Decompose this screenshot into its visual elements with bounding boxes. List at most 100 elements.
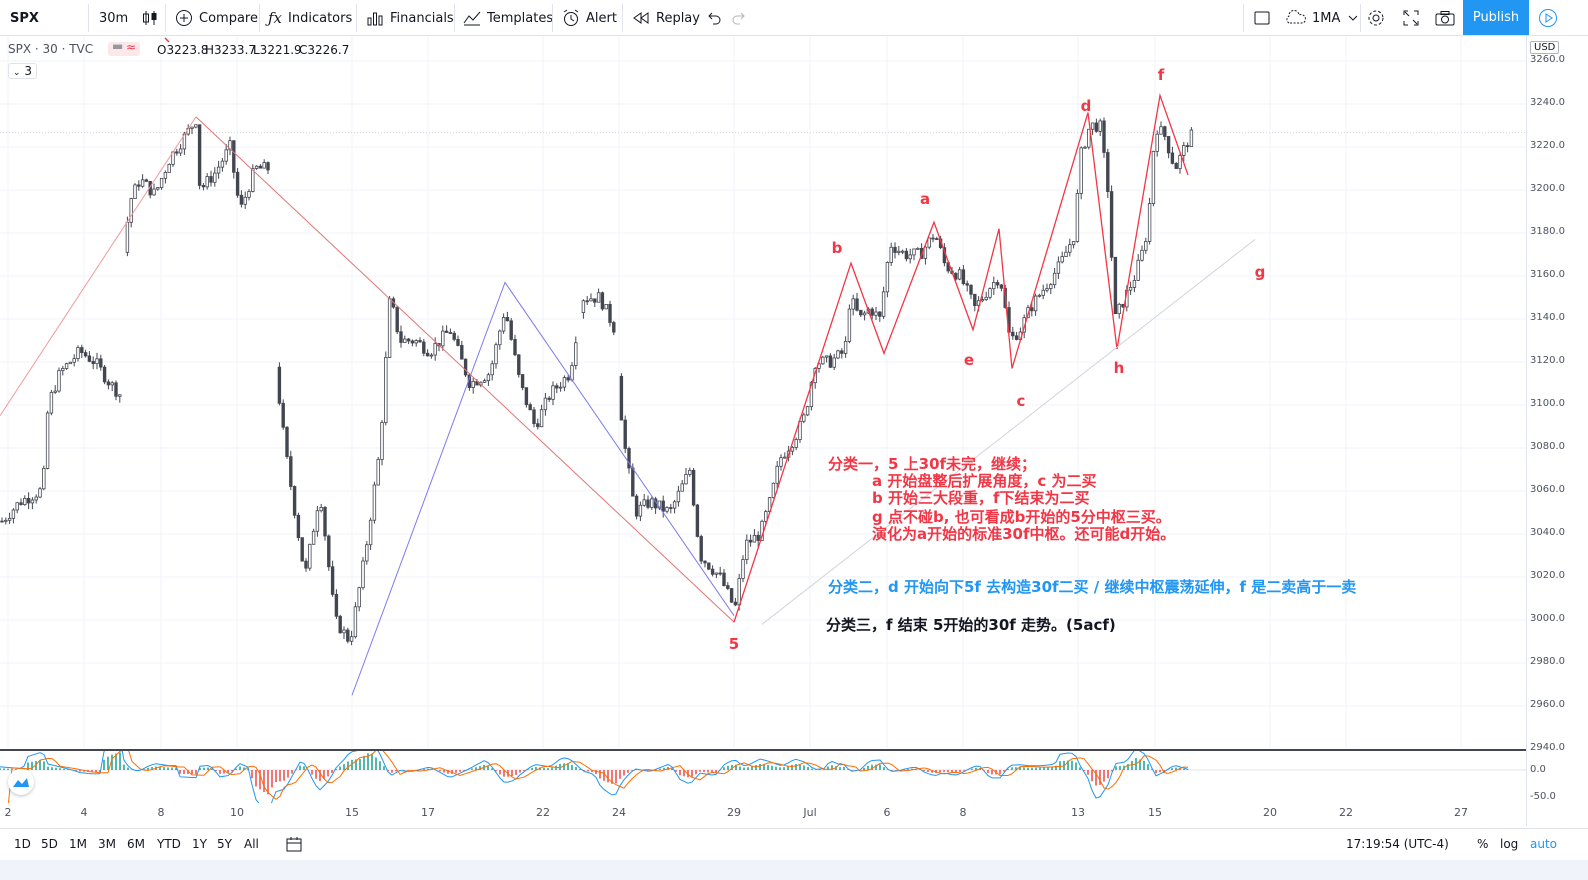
- fast-replay-button[interactable]: [1533, 0, 1563, 35]
- candle-body-down: [114, 382, 118, 397]
- annotation-class1-line4[interactable]: g 点不碰b, 也可看成b开始的5分中枢三买。: [872, 508, 1171, 526]
- annotation-class3[interactable]: 分类三，f 结束 5开始的30f 走势。(5acf): [826, 616, 1116, 634]
- currency-label[interactable]: USD: [1530, 41, 1560, 54]
- candle-body-down: [513, 338, 517, 356]
- replay-button[interactable]: Replay: [632, 0, 700, 36]
- candle-body-down: [566, 377, 570, 381]
- candle-body-down: [593, 298, 597, 303]
- range-button-1m[interactable]: 1M: [69, 837, 87, 851]
- annotation-class1-line5[interactable]: 演化为a开始的标准30f中枢。还可能d开始。: [872, 525, 1176, 543]
- red-wave-lines: [733, 92, 1189, 623]
- clock[interactable]: 17:19:54 (UTC-4): [1346, 837, 1449, 851]
- compare-button[interactable]: Compare: [175, 0, 258, 36]
- candle-body-down: [102, 366, 107, 383]
- market-status-badge: ▬ ≈: [108, 39, 140, 56]
- layout-name-button[interactable]: 1MA: [1284, 0, 1358, 36]
- auto-toggle[interactable]: auto: [1530, 837, 1558, 851]
- candle-body-up: [1083, 146, 1087, 149]
- select-layout-button[interactable]: [1253, 0, 1271, 36]
- wave-label-d: d: [1080, 97, 1092, 115]
- redo-button[interactable]: [731, 0, 747, 36]
- candle-body-up: [1155, 133, 1159, 152]
- candle-body-down: [239, 194, 244, 205]
- price-tick-label: 3100.0: [1530, 398, 1565, 409]
- candle-body-up: [843, 341, 848, 354]
- range-button-1y[interactable]: 1Y: [192, 837, 207, 851]
- candle-body-down: [505, 317, 510, 322]
- symbol-search[interactable]: SPX: [10, 10, 39, 26]
- price-scale[interactable]: USD 3260.0 3240.0 3220.0 3200.0 3180.0 3160.0…: [1526, 36, 1588, 826]
- candle-body-down: [878, 311, 882, 317]
- candle-body-up: [471, 380, 475, 389]
- chart-style-button[interactable]: [142, 0, 158, 36]
- candle-body-down: [703, 560, 707, 564]
- financials-button[interactable]: Financials: [366, 0, 454, 36]
- blue-wave-lines: [351, 281, 735, 696]
- range-button-1d[interactable]: 1D: [14, 837, 31, 851]
- candle-body-up: [1041, 289, 1045, 296]
- candle-body-up: [156, 187, 160, 190]
- candle-body-up: [384, 357, 388, 423]
- interval-selector[interactable]: 30m: [99, 10, 129, 26]
- time-scale[interactable]: 2 4 8 10 15 17 22 24 29 Jul 6 8 13 15 20 22 27: [0, 800, 1526, 828]
- candle-body-up: [1136, 259, 1140, 281]
- snapshot-button[interactable]: [1435, 0, 1455, 36]
- tradingview-logo[interactable]: [8, 769, 34, 795]
- candle-body-up: [1117, 303, 1121, 315]
- main-chart-pane[interactable]: SPX · 30 · TVC ▬ ≈ O3223.8 H3233.7 L3221…: [0, 36, 1526, 750]
- candle-body-up: [498, 330, 502, 346]
- candle-body-down: [904, 250, 909, 260]
- candle-body-up: [672, 501, 677, 509]
- wave-label-g: g: [1254, 263, 1266, 281]
- series-title[interactable]: SPX · 30 · TVC: [8, 42, 94, 56]
- candle-body-up: [349, 636, 354, 642]
- annotation-class1-line3[interactable]: b 开始三大段重，f下结束为二买: [872, 489, 1090, 507]
- trend-line-up-left: [0, 116, 197, 417]
- candle-body-up: [30, 499, 35, 504]
- candle-body-up: [874, 311, 878, 316]
- annotation-class1-line2[interactable]: a 开始盘整后扩展角度，c 为二买: [872, 472, 1097, 490]
- candle-body-down: [460, 345, 464, 360]
- percent-toggle[interactable]: %: [1477, 837, 1489, 851]
- range-button-all[interactable]: All: [244, 837, 259, 851]
- wave-label-c: c: [1016, 392, 1026, 410]
- candle-body-up: [551, 385, 555, 400]
- candle-body-down: [893, 246, 897, 253]
- candle-body-up: [1098, 120, 1102, 132]
- candle-body-down: [232, 140, 236, 173]
- range-button-3m[interactable]: 3M: [98, 837, 116, 851]
- collapse-indicators-button[interactable]: ⌄ 3: [8, 63, 38, 79]
- candle-body-up: [34, 496, 38, 501]
- candle-body-up: [251, 168, 255, 192]
- price-chart[interactable]: [0, 36, 1526, 750]
- indicator-tick-label: 0.0: [1530, 764, 1546, 775]
- candle-body-up: [775, 465, 779, 484]
- fullscreen-button[interactable]: [1402, 0, 1420, 36]
- range-button-ytd[interactable]: YTD: [157, 837, 181, 851]
- range-button-6m[interactable]: 6M: [127, 837, 145, 851]
- range-button-5d[interactable]: 5D: [41, 837, 58, 851]
- log-toggle[interactable]: log: [1500, 837, 1519, 851]
- candle-body-down: [175, 151, 179, 154]
- alert-button[interactable]: Alert: [562, 0, 617, 36]
- annotation-class1-line1[interactable]: 分类一，5 上30f未完，继续；: [828, 455, 1037, 473]
- candle-body-up: [988, 288, 992, 298]
- indicators-button[interactable]: ƒx Indicators: [268, 9, 353, 27]
- range-button-5y[interactable]: 5Y: [217, 837, 232, 851]
- candle-body-up: [642, 499, 646, 506]
- candle-body-down: [699, 536, 703, 562]
- undo-button[interactable]: [706, 0, 722, 36]
- candle-body-up: [562, 377, 567, 388]
- annotation-class2[interactable]: 分类二，d 开始向下5f 去构造30f二买 / 继续中枢震荡延伸，f 是二卖高于…: [828, 578, 1357, 596]
- settings-button[interactable]: [1367, 0, 1385, 36]
- publish-button[interactable]: Publish: [1463, 0, 1529, 35]
- candle-body-down: [965, 283, 969, 286]
- candle-body-down: [456, 338, 460, 346]
- macd-indicator-pane[interactable]: [0, 737, 1526, 823]
- templates-button[interactable]: Templates: [463, 0, 553, 36]
- goto-date-button[interactable]: [286, 829, 302, 859]
- candle-body-down: [425, 352, 430, 357]
- price-tick-label: 3240.0: [1530, 97, 1565, 108]
- candle-body-down: [532, 409, 536, 425]
- time-tick-label: 24: [612, 806, 626, 819]
